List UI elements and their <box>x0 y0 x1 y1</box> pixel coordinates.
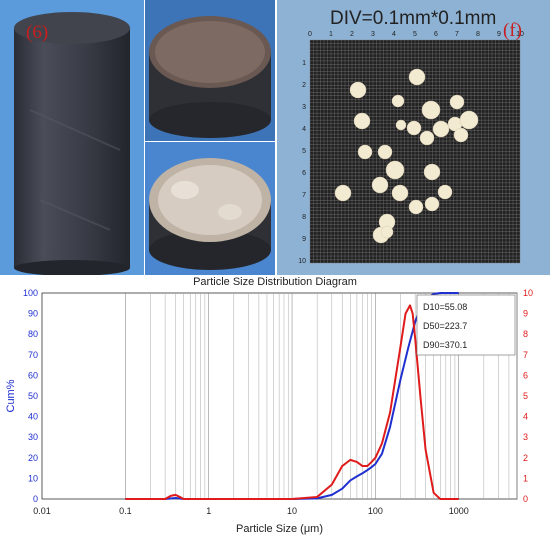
particle <box>391 184 409 202</box>
y2-tick-label: 5 <box>523 391 528 401</box>
sample-top-face-photo <box>145 0 275 141</box>
grid-scale-title: DIV=0.1mm*0.1mm <box>330 8 497 29</box>
y-tick-label: 0 <box>33 494 38 504</box>
x-tick-label: 100 <box>368 506 383 516</box>
sample-fracture-face-photo <box>145 142 275 275</box>
particle <box>357 144 373 160</box>
grid-y-tick-label: 9 <box>302 236 306 243</box>
grid-y-tick-label: 5 <box>302 148 306 155</box>
frequency-series-line <box>125 304 459 500</box>
x-axis-ticks: 0.01 0.1 1 10 100 1000 <box>33 506 469 516</box>
x-tick-label: 0.01 <box>33 506 51 516</box>
x-axis-label: Particle Size (μm) <box>236 523 323 535</box>
y-tick-label: 20 <box>28 453 38 463</box>
grid-x-tick-label: 4 <box>392 31 396 38</box>
grid-x-tick-label: 3 <box>371 31 375 38</box>
particle <box>424 196 440 212</box>
grid-x-tick-label: 0 <box>308 31 312 38</box>
y-tick-label: 100 <box>23 288 38 298</box>
y2-tick-label: 2 <box>523 453 528 463</box>
particle <box>353 112 371 130</box>
y-tick-label: 80 <box>28 329 38 339</box>
cylinder-drawing <box>14 12 130 275</box>
x-tick-label: 10 <box>287 506 297 516</box>
particle <box>432 120 450 138</box>
grid-x-tick-label: 7 <box>455 31 459 38</box>
y2-tick-label: 7 <box>523 350 528 360</box>
grid-y-tick-label: 8 <box>302 214 306 221</box>
y-tick-label: 50 <box>28 391 38 401</box>
panel-label-left: (6) <box>26 22 49 43</box>
y2-tick-label: 10 <box>523 288 533 298</box>
particle <box>385 160 405 180</box>
grid-y-tick-label: 7 <box>302 192 306 199</box>
x-tick-label: 0.1 <box>119 506 132 516</box>
grid-x-tick-label: 1 <box>329 31 333 38</box>
particle <box>377 144 393 160</box>
annotation-frame <box>416 294 516 356</box>
grid-x-tick-label: 8 <box>476 31 480 38</box>
chart-title: Particle Size Distribution Diagram <box>193 276 357 288</box>
grid-x-tick-label: 2 <box>350 31 354 38</box>
y2-tick-label: 9 <box>523 309 528 319</box>
x-tick-label: 1 <box>206 506 211 516</box>
grid-y-tick-label: 6 <box>302 170 306 177</box>
particle <box>449 94 465 110</box>
particle <box>408 199 424 215</box>
particle <box>453 127 469 143</box>
sample-cylinder-photo: (6) <box>0 0 144 275</box>
y2-tick-label: 8 <box>523 329 528 339</box>
y-tick-label: 60 <box>28 370 38 380</box>
particle <box>380 225 394 239</box>
particles-on-grid-photo: 0 1 2 3 4 5 6 7 8 9 10 1 2 3 4 5 6 7 8 9 10 (f) <box>277 0 550 275</box>
right-y-axis-ticks: 0 1 2 3 4 5 6 7 8 9 10 <box>523 288 533 504</box>
particle <box>408 68 426 86</box>
sample-fracture-drawing <box>149 158 271 270</box>
y-tick-label: 70 <box>28 350 38 360</box>
y2-tick-label: 6 <box>523 370 528 380</box>
particle <box>459 110 479 130</box>
particle <box>371 176 389 194</box>
particle <box>423 163 441 181</box>
y-tick-label: 30 <box>28 432 38 442</box>
annotation-box: D10=55.08 D50=223.7 D90=370.1 <box>416 294 516 356</box>
y2-tick-label: 4 <box>523 412 528 422</box>
y-tick-label: 10 <box>28 473 38 483</box>
particle <box>334 184 352 202</box>
particle <box>421 100 441 120</box>
grid-x-tick-label: 5 <box>413 31 417 38</box>
grid-y-tick-label: 2 <box>302 82 306 89</box>
y2-tick-label: 1 <box>523 473 528 483</box>
grid-drawing: 0 1 2 3 4 5 6 7 8 9 10 1 2 3 4 5 6 7 8 9 10 <box>298 31 524 265</box>
grid-y-tick-label: 3 <box>302 104 306 111</box>
grid-y-tick-label: 10 <box>298 258 306 265</box>
y2-tick-label: 3 <box>523 432 528 442</box>
particle <box>349 81 367 99</box>
vertical-gridlines <box>125 293 518 499</box>
psd-chart: 0.01 0.1 1 10 100 1000 0102030405060708090100… <box>5 288 533 535</box>
particle <box>437 184 453 200</box>
grid-y-tick-label: 4 <box>302 126 306 133</box>
y-tick-label: 40 <box>28 412 38 422</box>
y-axis-label: Cum% <box>5 379 17 412</box>
sample-top-drawing <box>149 16 271 138</box>
y2-tick-label: 0 <box>523 494 528 504</box>
panel-label-right: (f) <box>503 20 522 41</box>
grid-y-tick-label: 1 <box>302 60 306 67</box>
grid-x-tick-label: 6 <box>434 31 438 38</box>
annotation-text: D50=223.7 <box>423 321 467 331</box>
particle <box>419 130 435 146</box>
x-tick-label: 1000 <box>449 506 469 516</box>
grid-x-tick-label: 9 <box>497 31 501 38</box>
annotation-text: D90=370.1 <box>423 340 467 350</box>
particle <box>391 94 405 108</box>
annotation-text: D10=55.08 <box>423 302 467 312</box>
grid-x-tick-label: 10 <box>516 31 524 38</box>
particle <box>395 119 407 131</box>
y-tick-label: 90 <box>28 309 38 319</box>
left-y-axis-ticks: 0 10 20 30 40 50 60 70 80 90 100 <box>23 288 38 504</box>
particle <box>406 120 422 136</box>
